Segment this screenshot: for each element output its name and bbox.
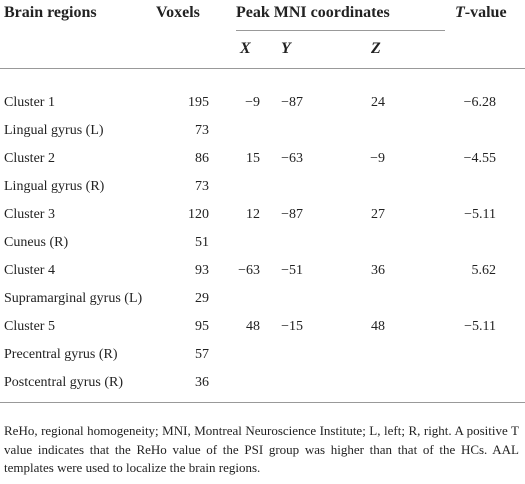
value-cell: 29 — [195, 291, 209, 306]
rule — [236, 30, 445, 31]
header-cell: T-value — [455, 4, 507, 21]
value-cell: −4.55 — [463, 151, 496, 166]
region-cell: Postcentral gyrus (R) — [4, 375, 123, 390]
rule — [0, 402, 525, 403]
region-cell: Lingual gyrus (L) — [4, 123, 104, 138]
value-cell: 73 — [195, 179, 209, 194]
value-cell: −63 — [238, 263, 260, 278]
header-cell: Z — [371, 40, 381, 57]
value-cell: 12 — [246, 207, 260, 222]
value-cell: −63 — [281, 151, 303, 166]
value-cell: −51 — [281, 263, 303, 278]
footnote: ReHo, regional homogeneity; MNI, Montrea… — [4, 423, 519, 475]
header-cell: Peak MNI coordinates — [236, 4, 390, 21]
value-cell: 5.62 — [471, 263, 497, 278]
region-cell: Cuneus (R) — [4, 235, 69, 250]
value-cell: −87 — [281, 207, 303, 222]
value-cell: 95 — [195, 319, 209, 334]
value-cell: 36 — [195, 375, 209, 390]
value-cell: 27 — [371, 207, 385, 222]
header-cell: Voxels — [156, 4, 200, 21]
region-cell: Lingual gyrus (R) — [4, 179, 105, 194]
region-cell: Cluster 4 — [4, 263, 55, 278]
value-cell: 24 — [371, 95, 385, 110]
value-cell: 48 — [246, 319, 260, 334]
header-cell: Y — [281, 40, 291, 57]
rule — [0, 68, 525, 69]
value-cell: −9 — [245, 95, 260, 110]
value-cell: 73 — [195, 123, 209, 138]
region-cell: Supramarginal gyrus (L) — [4, 291, 143, 306]
region-cell: Cluster 2 — [4, 151, 55, 166]
value-cell: 51 — [195, 235, 209, 250]
region-cell: Precentral gyrus (R) — [4, 347, 118, 362]
value-cell: 120 — [188, 207, 209, 222]
region-cell: Cluster 1 — [4, 95, 55, 110]
region-cell: Cluster 5 — [4, 319, 55, 334]
value-cell: −87 — [281, 95, 303, 110]
header-cell: X — [240, 40, 251, 57]
value-cell: 15 — [246, 151, 260, 166]
value-cell: −6.28 — [463, 95, 496, 110]
value-cell: −5.11 — [464, 207, 496, 222]
value-cell: −15 — [281, 319, 303, 334]
value-cell: 93 — [195, 263, 209, 278]
value-cell: 195 — [188, 95, 209, 110]
header-cell: Brain regions — [4, 4, 97, 21]
value-cell: 48 — [371, 319, 385, 334]
value-cell: 86 — [195, 151, 209, 166]
region-cell: Cluster 3 — [4, 207, 55, 222]
value-cell: 36 — [371, 263, 385, 278]
value-cell: 57 — [195, 347, 209, 362]
value-cell: −9 — [370, 151, 385, 166]
value-cell: −5.11 — [464, 319, 496, 334]
